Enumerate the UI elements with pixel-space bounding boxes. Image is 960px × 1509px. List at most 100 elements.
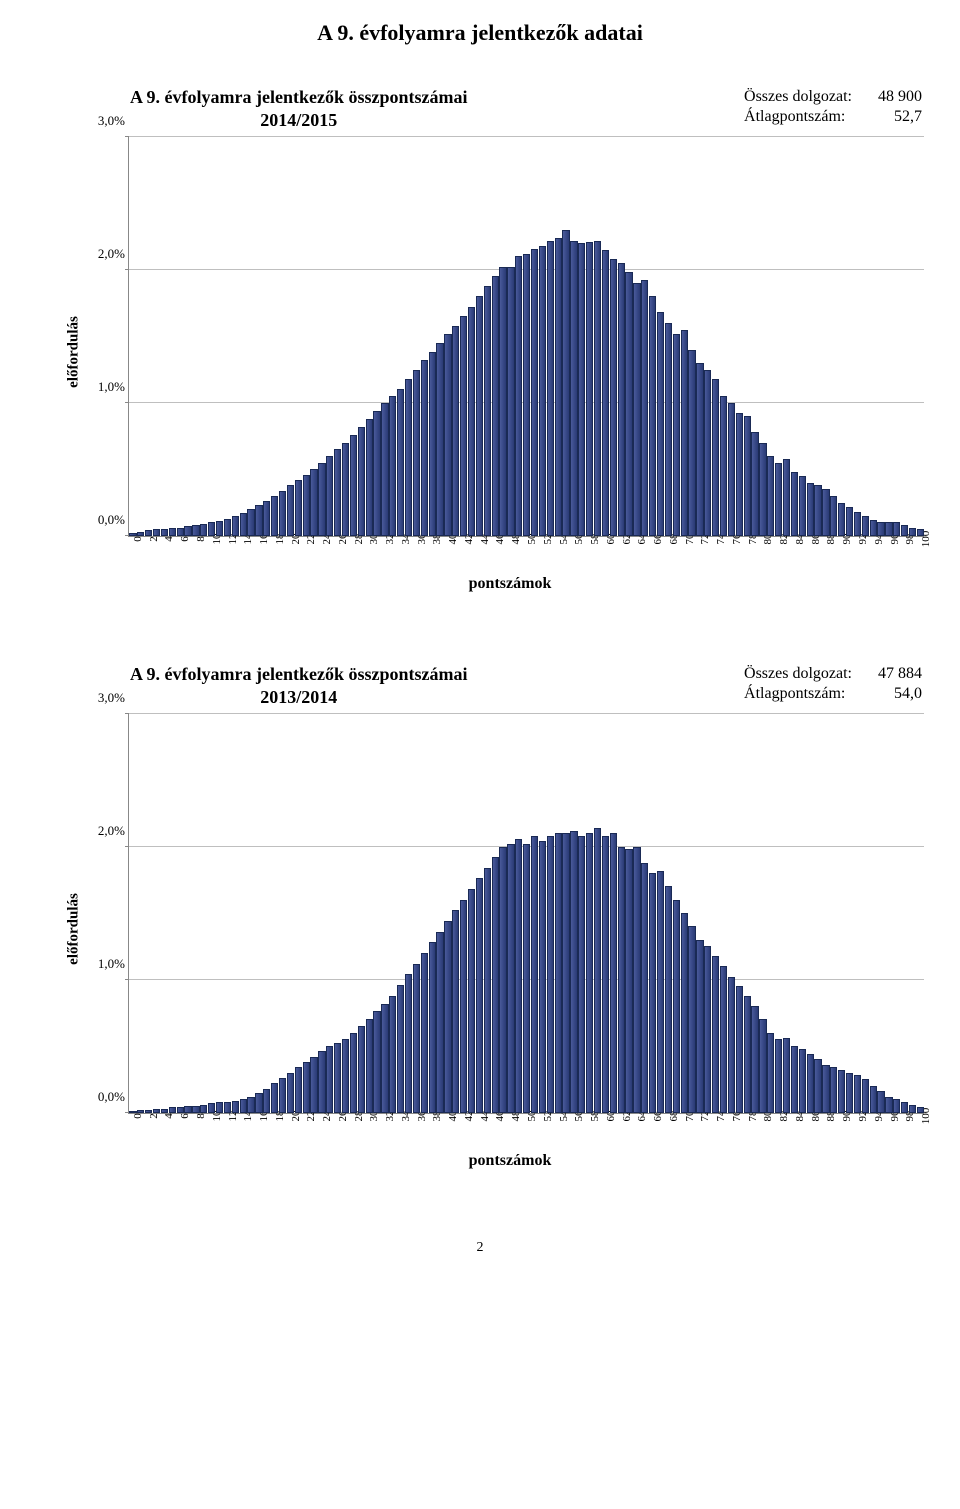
bar <box>492 276 499 535</box>
y-tick-label: 3,0% <box>89 690 125 706</box>
chart-area: előfordulás0,0%1,0%2,0%3,0%0246810121416… <box>90 137 924 567</box>
bar <box>397 985 404 1113</box>
bar <box>696 940 703 1113</box>
bar <box>484 286 491 536</box>
x-tick-label: 6 <box>179 536 191 542</box>
stat-avg-label: Átlagpontszám: <box>744 685 858 703</box>
bar <box>814 1059 821 1112</box>
bar <box>468 889 475 1112</box>
bar <box>240 1099 247 1112</box>
bar <box>539 841 546 1112</box>
bar <box>594 241 601 536</box>
bar <box>751 432 758 536</box>
bar <box>271 496 278 536</box>
bar <box>704 370 711 536</box>
bar <box>279 491 286 536</box>
bar <box>814 485 821 536</box>
bar <box>397 389 404 535</box>
bar <box>901 525 908 536</box>
bar <box>492 857 499 1112</box>
bar <box>436 343 443 536</box>
bar <box>728 403 735 536</box>
bar <box>791 472 798 536</box>
bar <box>405 379 412 536</box>
bar <box>334 1043 341 1112</box>
chart-area: előfordulás0,0%1,0%2,0%3,0%0246810121416… <box>90 714 924 1144</box>
chart-title: A 9. évfolyamra jelentkezők összpontszám… <box>130 663 467 710</box>
bar <box>657 312 664 535</box>
bar <box>531 836 538 1113</box>
bar <box>161 529 168 536</box>
bar <box>303 475 310 536</box>
bar <box>586 242 593 536</box>
bars <box>129 137 924 536</box>
bar <box>830 496 837 536</box>
bar <box>799 476 806 536</box>
chart-stats: Összes dolgozat:47 884Átlagpontszám:54,0 <box>742 663 930 705</box>
bar <box>232 516 239 536</box>
bar <box>184 1106 191 1113</box>
stat-avg-label: Átlagpontszám: <box>744 108 858 126</box>
bar <box>460 900 467 1113</box>
bar <box>247 1097 254 1113</box>
bar <box>736 986 743 1112</box>
bar <box>208 1103 215 1112</box>
bar <box>129 1111 136 1113</box>
bar <box>909 1105 916 1113</box>
bar <box>633 847 640 1113</box>
bar <box>846 1073 853 1113</box>
bar <box>499 267 506 536</box>
bar <box>389 996 396 1113</box>
bar <box>822 489 829 536</box>
bar <box>570 831 577 1113</box>
bar <box>562 833 569 1112</box>
bar <box>310 1057 317 1113</box>
bar <box>452 326 459 536</box>
bar <box>499 847 506 1113</box>
chart-title-line1: A 9. évfolyamra jelentkezők összpontszám… <box>130 663 467 686</box>
bar <box>547 241 554 536</box>
bar <box>696 363 703 536</box>
bar <box>200 524 207 536</box>
bar <box>484 868 491 1113</box>
bar <box>523 844 530 1113</box>
bar <box>744 996 751 1113</box>
bar <box>169 1107 176 1112</box>
bar <box>476 878 483 1112</box>
bar <box>318 1051 325 1112</box>
bar <box>830 1067 837 1112</box>
x-tick-label: 4 <box>163 536 175 542</box>
bar <box>618 263 625 536</box>
bars <box>129 714 924 1113</box>
bar <box>137 1110 144 1113</box>
bar <box>515 256 522 535</box>
bar <box>807 483 814 536</box>
bar <box>744 416 751 536</box>
bar <box>429 942 436 1112</box>
bar <box>192 525 199 536</box>
bar <box>334 449 341 535</box>
bar <box>381 1004 388 1113</box>
bar <box>507 844 514 1113</box>
bar <box>452 910 459 1112</box>
chart-plot: 0,0%1,0%2,0%3,0% <box>128 137 924 537</box>
bar <box>476 296 483 535</box>
bar <box>570 241 577 536</box>
bar <box>712 379 719 536</box>
bar <box>263 501 270 536</box>
bar <box>783 1038 790 1112</box>
bar <box>413 370 420 536</box>
bar <box>444 334 451 536</box>
x-tick-label: 6 <box>179 1113 191 1119</box>
bar <box>279 1078 286 1113</box>
bar <box>444 921 451 1113</box>
bar <box>161 1109 168 1113</box>
x-axis-label: pontszámok <box>30 1152 930 1170</box>
bar <box>326 456 333 536</box>
bar <box>216 521 223 536</box>
bar <box>602 250 609 536</box>
bar <box>862 516 869 536</box>
bar <box>893 1099 900 1112</box>
bar <box>531 249 538 536</box>
bar <box>775 1039 782 1112</box>
